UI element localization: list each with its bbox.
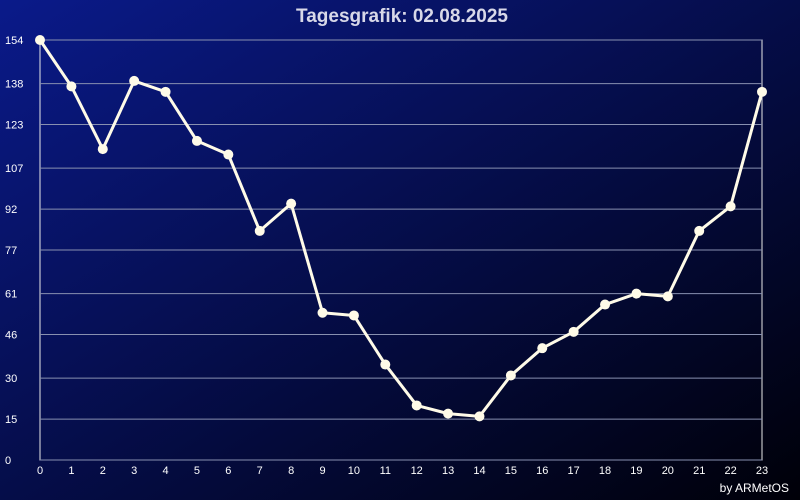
x-tick-label: 10 (348, 465, 360, 477)
x-tick-label: 22 (724, 465, 736, 477)
x-tick-label: 8 (288, 465, 294, 477)
data-point (568, 326, 579, 337)
y-tick-label: 77 (5, 245, 17, 257)
x-tick-label: 9 (319, 465, 325, 477)
x-tick-label: 4 (163, 465, 169, 477)
x-tick-label: 0 (37, 465, 43, 477)
x-tick-label: 20 (662, 465, 674, 477)
x-tick-label: 6 (225, 465, 231, 477)
data-point (537, 343, 548, 354)
data-point (35, 35, 45, 45)
data-point (317, 307, 328, 318)
x-tick-label: 11 (380, 465, 391, 477)
data-point (757, 86, 767, 97)
x-tick-label: 13 (442, 465, 454, 477)
x-tick-label: 21 (693, 465, 705, 477)
y-tick-label: 61 (5, 289, 17, 301)
data-point (662, 291, 673, 302)
y-tick-label: 15 (5, 414, 17, 426)
x-tick-label: 7 (257, 465, 263, 477)
x-tick-label: 16 (536, 465, 548, 477)
x-tick-label: 15 (505, 465, 517, 477)
x-tick-label: 3 (131, 465, 137, 477)
x-tick-label: 19 (630, 465, 642, 477)
x-tick-label: 23 (756, 465, 768, 477)
x-tick-label: 17 (568, 465, 580, 477)
data-point (191, 135, 202, 146)
x-tick-label: 1 (68, 465, 74, 477)
y-tick-label: 46 (5, 329, 17, 341)
y-tick-label: 0 (5, 455, 11, 467)
data-point (474, 411, 485, 422)
data-point (348, 310, 359, 321)
y-tick-label: 154 (5, 35, 23, 47)
y-tick-label: 138 (5, 79, 23, 91)
data-point (97, 144, 108, 155)
y-tick-label: 30 (5, 373, 17, 385)
x-tick-label: 18 (599, 465, 611, 477)
data-line (38, 39, 764, 418)
data-point (631, 288, 642, 299)
data-point (160, 86, 171, 97)
data-point (286, 198, 297, 209)
credit: by ARMetOS (720, 481, 789, 495)
data-point (443, 408, 454, 419)
data-point (254, 225, 265, 236)
y-tick-label: 92 (5, 204, 17, 216)
x-tick-label: 12 (411, 465, 423, 477)
data-point (223, 149, 234, 160)
y-tick-label: 107 (5, 163, 23, 175)
x-tick-label: 14 (473, 465, 485, 477)
data-point (505, 370, 516, 381)
data-point (129, 75, 140, 86)
chart-title: Tagesgrafik: 02.08.2025 (296, 6, 508, 27)
data-point (411, 400, 422, 411)
data-point (694, 225, 705, 236)
data-point (725, 201, 736, 212)
data-point (600, 299, 611, 310)
data-point (66, 81, 77, 92)
data-point (380, 359, 391, 370)
x-tick-label: 5 (194, 465, 200, 477)
y-tick-label: 123 (5, 119, 23, 131)
x-tick-label: 2 (100, 465, 106, 477)
